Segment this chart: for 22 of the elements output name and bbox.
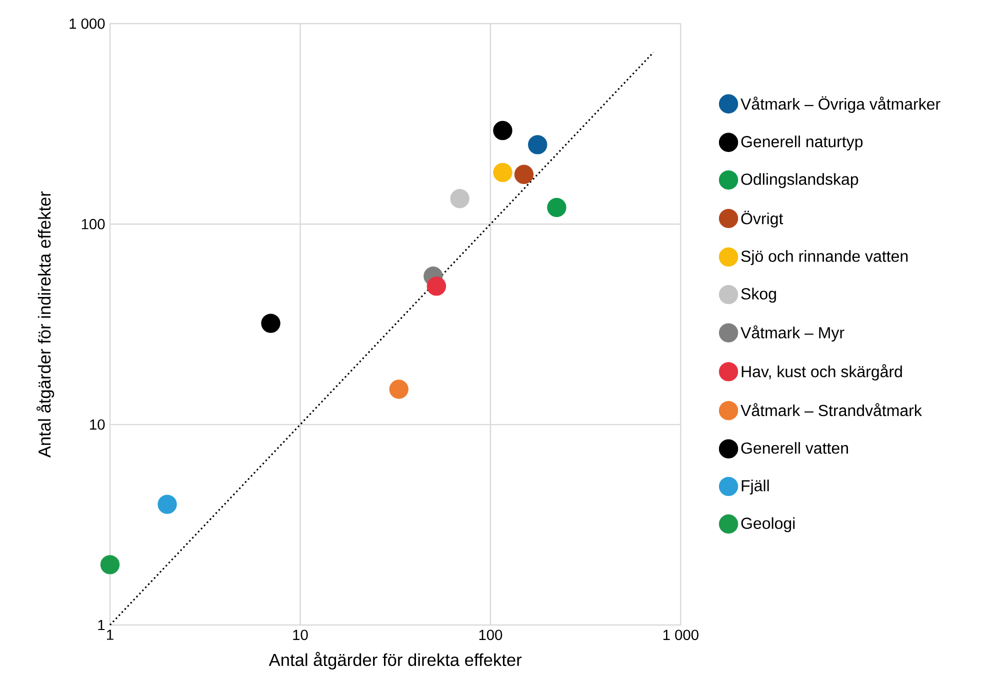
x-tick-label: 1 000	[663, 630, 698, 640]
legend-label: Våtmark – Strandvåtmark	[740, 403, 922, 416]
y-tick-label: 10	[90, 419, 105, 430]
x-tick-label: 100	[479, 630, 502, 640]
legend-label: Skog	[741, 288, 776, 303]
legend-label: Övrigt	[741, 210, 784, 228]
x-axis-title: Antal åtgärder för direkta effekter	[268, 652, 522, 670]
x-tick-label: 1	[107, 630, 114, 640]
legend-label: Geologi	[741, 517, 795, 532]
legend-label: Generell vatten	[741, 442, 848, 454]
legend-label: Våtmark – Övriga våtmarker	[740, 96, 940, 113]
legend-label: Fjäll	[742, 480, 769, 495]
legend-label: Odlingslandskap	[741, 173, 858, 188]
legend-label: Hav, kust och skärgård	[742, 364, 902, 380]
y-tick-label: 1 000	[70, 18, 105, 29]
legend-label: Våtmark – Myr	[740, 325, 844, 342]
x-tick-label: 10	[293, 630, 308, 640]
y-axis-title: Antal åtgärder för indirekta effekter	[36, 191, 54, 458]
legend-label: Generell naturtyp	[741, 136, 863, 150]
y-tick-label: 1	[98, 620, 105, 630]
legend-label: Sjö och rinnande vatten	[741, 250, 908, 266]
y-tick-label: 100	[82, 218, 105, 230]
